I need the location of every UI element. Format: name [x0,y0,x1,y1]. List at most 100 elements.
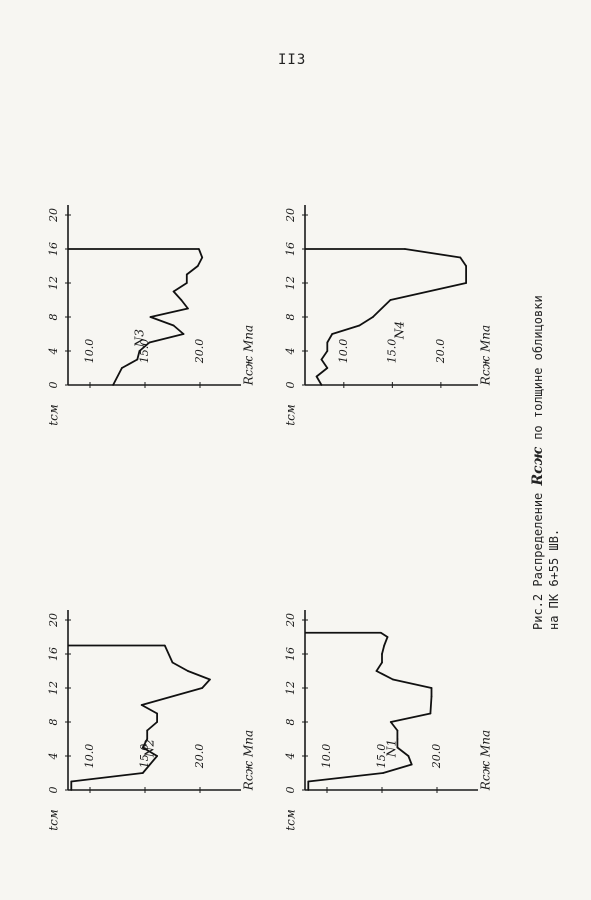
data-point [146,738,149,740]
caption-symbol: Rсж [530,447,546,486]
data-point [383,644,386,647]
x-tick-label: 0 [284,382,297,389]
page-number: II3 [278,52,307,68]
x-tick-label: 8 [284,719,297,726]
data-point [389,721,392,723]
x-tick-label: 12 [284,276,297,290]
chart-number-label: N1 [385,739,399,758]
data-point [381,661,383,664]
x-tick-label: 16 [284,242,297,256]
data-point [307,789,310,791]
data-point [141,772,144,774]
caption-prefix: Рис.2 Распределение [531,492,545,630]
y-tick-label: 10.0 [337,339,350,364]
data-point [201,256,204,259]
data-point [315,375,318,378]
y-axis-title: Rсж Mпа [479,730,493,791]
y-axis-title: Rсж Mпа [242,730,256,791]
x-axis-title: tсм [284,404,298,426]
x-tick-label: 12 [47,276,60,290]
caption-line-2: на ПК 6+55 ШВ. [547,528,561,630]
x-tick-label: 4 [284,348,297,356]
data-point [320,384,323,386]
y-tick-label: 10.0 [83,339,96,364]
chart-number-label: N2 [143,739,157,758]
x-axis-title: tсм [47,809,61,831]
data-point [429,712,432,715]
x-tick-label: 0 [284,787,297,794]
data-point [171,661,174,664]
data-point [396,738,399,740]
x-tick-label: 20 [47,208,60,223]
x-axis-title: tсм [284,809,298,831]
data-point [381,653,383,655]
x-tick-label: 12 [47,681,60,695]
data-point [182,333,185,335]
data-point [459,256,462,259]
data-point [410,763,413,766]
data-point [121,367,123,369]
data-point [396,746,399,749]
x-tick-label: 16 [47,242,60,256]
y-tick-label: 20.0 [434,339,447,365]
y-tick-label: 20.0 [193,339,206,365]
data-point [209,678,211,681]
chart-n1: 0 4 8 12 16 20 10.0 15.0 20.0 Rсж Mпа tсм N1 [284,610,493,831]
y-tick-label: 10.0 [320,744,333,769]
data-point [156,712,159,715]
y-tick-label: 10.0 [83,744,96,769]
data-point [372,316,374,318]
data-point [326,341,329,344]
x-axis-title: tсм [47,404,61,426]
chart-number-label: N4 [393,321,407,340]
data-point [180,299,183,301]
data-point [392,678,394,681]
data-point [70,780,73,783]
data-point [149,316,152,318]
chart-n4: 0 4 8 12 16 20 10.0 15.0 20.0 Rсж Mпа tсм N4 [284,205,493,426]
data-point [185,282,188,284]
chart-number-label: N3 [133,329,147,349]
data-point [389,299,392,301]
figure-caption: Рис.2 Распределение Rсж по толщине облиц… [530,295,562,630]
y-axis-title: Rсж Mпа [479,325,493,386]
data-point [201,687,204,689]
data-point [146,729,149,732]
data-point [407,755,410,757]
data-point [156,755,159,757]
x-tick-label: 16 [284,647,297,661]
x-tick-label: 8 [47,719,60,726]
data-point [326,350,329,352]
data-point [375,670,378,672]
data-point [156,721,159,723]
x-tick-label: 4 [47,753,60,761]
data-point [430,695,433,698]
data-point [358,324,361,327]
data-point [465,282,468,284]
y-tick-label: 15.0 [375,744,388,769]
data-point [70,789,73,791]
data-point [138,350,141,352]
x-tick-label: 20 [47,613,60,628]
data-point [185,273,188,276]
x-tick-label: 4 [284,753,297,761]
x-tick-label: 4 [47,348,60,356]
x-tick-label: 0 [47,787,60,794]
data-point [112,384,114,386]
data-point [396,729,399,732]
data-point [382,772,384,774]
data-line [315,248,468,386]
y-tick-label: 20.0 [193,744,206,770]
data-point [187,670,189,672]
data-point [331,333,334,335]
x-tick-label: 20 [284,613,297,628]
data-point [320,358,323,361]
data-point [172,324,175,327]
data-point [465,265,468,267]
x-tick-label: 20 [284,208,297,223]
data-point [386,636,389,638]
data-point [196,265,199,267]
data-point [172,290,175,293]
